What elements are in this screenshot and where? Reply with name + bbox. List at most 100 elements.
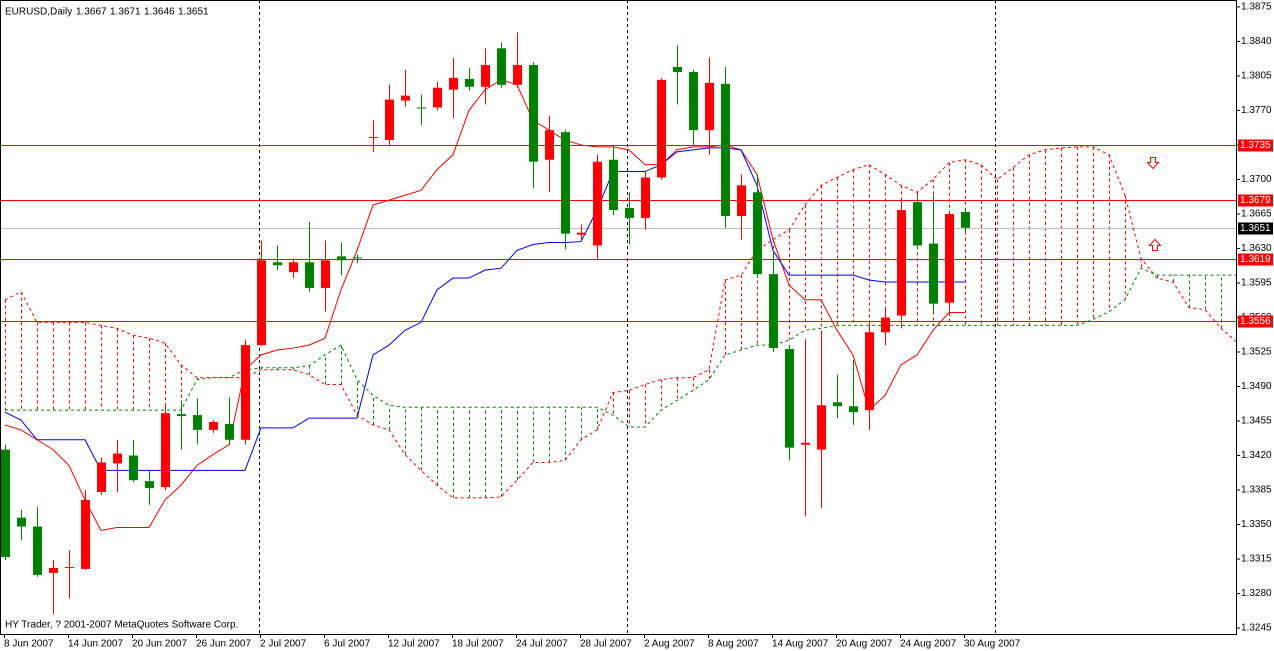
- signal-arrows: [1146, 157, 1162, 251]
- candle-body: [129, 455, 138, 481]
- senkou-span: [5, 267, 1237, 428]
- current-price-box: [1238, 222, 1273, 235]
- y-tick-label: 1.3385: [1241, 485, 1272, 496]
- header-low: 1.3646: [144, 7, 175, 18]
- candle-body: [833, 402, 842, 407]
- candle-body: [577, 232, 586, 235]
- y-tick-label: 1.3700: [1241, 174, 1272, 185]
- candle-body: [849, 406, 858, 413]
- candle-body: [401, 95, 410, 101]
- candle-body: [769, 274, 778, 349]
- x-tick-label: 2 Aug 2007: [644, 639, 695, 650]
- price-level-box: [1238, 194, 1273, 207]
- y-tick-label: 1.3525: [1241, 347, 1272, 358]
- candle-body: [753, 192, 762, 275]
- candle-body: [625, 208, 634, 218]
- candle-body: [497, 48, 506, 85]
- y-tick-label: 1.3665: [1241, 209, 1272, 220]
- candle-body: [737, 185, 746, 216]
- x-tick-label: 14 Aug 2007: [772, 639, 829, 650]
- candle-body: [225, 423, 234, 440]
- y-tick-label: 1.3875: [1241, 2, 1272, 13]
- x-tick-label: 18 Jul 2007: [452, 639, 504, 650]
- candle-body: [705, 82, 714, 131]
- candle-body: [385, 99, 394, 141]
- y-tick-label: 1.3595: [1241, 278, 1272, 289]
- candle-body: [305, 262, 314, 288]
- candle-body: [289, 262, 298, 273]
- candle-body: [273, 262, 282, 266]
- candle-body: [257, 260, 266, 346]
- y-tick-label: 1.3630: [1241, 243, 1272, 254]
- candle-body: [433, 87, 442, 108]
- candle-body: [945, 213, 954, 303]
- x-tick-label: 6 Jul 2007: [324, 639, 371, 650]
- candle-body: [145, 481, 154, 489]
- candle-body: [17, 517, 26, 527]
- x-tick-label: 20 Aug 2007: [836, 639, 893, 650]
- candle-body: [689, 71, 698, 131]
- x-tick-label: 30 Aug 2007: [964, 639, 1021, 650]
- header-open: 1.3667: [76, 7, 107, 18]
- price-level-label: 1.3556: [1240, 316, 1271, 327]
- candles-layer: [1, 32, 970, 615]
- y-tick-label: 1.3805: [1241, 71, 1272, 82]
- price-level-box: [1238, 315, 1273, 328]
- candle-body: [929, 243, 938, 304]
- y-tick-label: 1.3315: [1241, 554, 1272, 565]
- x-tick-label: 12 Jul 2007: [388, 639, 440, 650]
- candle-body: [161, 413, 170, 488]
- candle-body: [177, 414, 186, 417]
- candle-body: [545, 130, 554, 160]
- candle-body: [513, 65, 522, 85]
- plot-frame: [0, 0, 1237, 635]
- x-tick-label: 20 Jun 2007: [132, 639, 187, 650]
- header-close: 1.3651: [178, 7, 209, 18]
- candle-body: [481, 65, 490, 87]
- up-arrow: [1148, 238, 1162, 251]
- x-tick-label: 24 Aug 2007: [900, 639, 957, 650]
- candle-body: [593, 161, 602, 246]
- price-level-label: 1.3679: [1240, 195, 1271, 206]
- x-tick-label: 8 Aug 2007: [708, 639, 759, 650]
- candle-body: [865, 332, 874, 411]
- candle-body: [673, 67, 682, 72]
- x-tick-label: 8 Jun 2007: [4, 639, 54, 650]
- x-tick-label: 26 Jun 2007: [196, 639, 251, 650]
- axis-background: [0, 635, 1237, 651]
- candle-body: [657, 79, 666, 178]
- candle-body: [449, 77, 458, 90]
- candle-body: [817, 405, 826, 450]
- y-tick-label: 1.3420: [1241, 450, 1272, 461]
- price-level-label: 1.3735: [1240, 140, 1271, 151]
- candle-body: [721, 83, 730, 216]
- y-tick-label: 1.3840: [1241, 36, 1272, 47]
- candle-body: [561, 132, 570, 234]
- candle-body: [321, 260, 330, 288]
- candle-body: [1, 449, 10, 558]
- current-price-label: 1.3651: [1240, 223, 1271, 234]
- y-tick-label: 1.3350: [1241, 519, 1272, 530]
- candle-body: [417, 107, 426, 109]
- candle-body: [33, 526, 42, 575]
- y-tick-label: 1.3490: [1241, 381, 1272, 392]
- x-tick-label: 24 Jul 2007: [516, 639, 568, 650]
- candle-body: [97, 462, 106, 493]
- y-tick-label: 1.3455: [1241, 416, 1272, 427]
- header-high: 1.3671: [110, 7, 141, 18]
- candle-body: [897, 210, 906, 316]
- candle-body: [785, 349, 794, 448]
- candle-body: [113, 453, 122, 464]
- candle-body: [529, 65, 538, 162]
- candle-body: [81, 499, 90, 569]
- candle-body: [801, 442, 810, 445]
- candle-body: [353, 257, 362, 259]
- x-tick-label: 14 Jun 2007: [68, 639, 123, 650]
- candle-body: [641, 177, 650, 218]
- y-tick-label: 1.3280: [1241, 588, 1272, 599]
- candle-body: [337, 256, 346, 261]
- candle-body: [961, 211, 970, 228]
